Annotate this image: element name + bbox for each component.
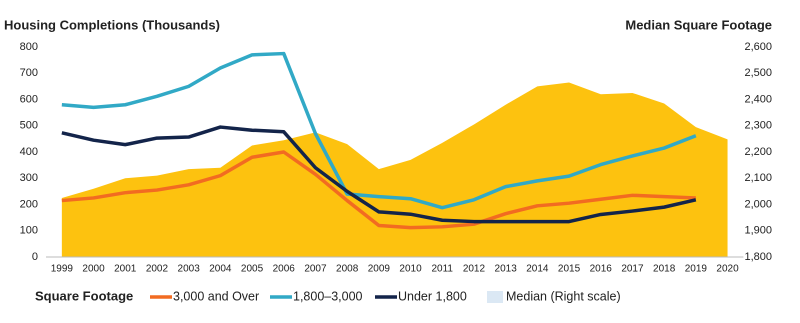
x-tick-label: 2009 xyxy=(368,264,391,275)
line xyxy=(61,51,697,210)
x-tick-label: 2016 xyxy=(590,264,613,275)
y-tick-label: 300 xyxy=(20,172,38,184)
x-tick-label: 2003 xyxy=(178,264,201,275)
y2-tick-label: 2,500 xyxy=(744,67,772,79)
x-tick-label: 2010 xyxy=(399,264,422,275)
legend-label: Median (Right scale) xyxy=(506,289,621,303)
x-tick-label: 2001 xyxy=(114,264,137,275)
y-tick-label: 700 xyxy=(20,67,38,79)
x-tick-label: 2019 xyxy=(685,264,708,275)
y-tick-label: 400 xyxy=(20,146,38,158)
x-tick-label: 2012 xyxy=(463,264,486,275)
y2-tick-label: 2,400 xyxy=(744,93,772,105)
x-tick-label: 2014 xyxy=(526,264,549,275)
legend-label: 1,800–3,000 xyxy=(293,289,363,303)
y-axis-title: Housing Completions (Thousands) xyxy=(4,17,220,32)
x-tick-label: 1999 xyxy=(51,264,74,275)
x-tick-label: 2000 xyxy=(82,264,105,275)
y-tick-label: 100 xyxy=(20,225,38,237)
x-tick-label: 2005 xyxy=(241,264,264,275)
area xyxy=(61,82,728,257)
x-tick-label: 2006 xyxy=(273,264,296,275)
y-tick-label: 200 xyxy=(20,198,38,210)
line xyxy=(61,125,697,224)
x-tick-label: 2020 xyxy=(716,264,739,275)
y-tick-label: 800 xyxy=(20,41,38,53)
y-tick-label: 500 xyxy=(20,120,38,132)
y2-tick-label: 2,200 xyxy=(744,146,772,158)
x-tick-label: 2002 xyxy=(146,264,169,275)
x-tick-label: 2008 xyxy=(336,264,359,275)
legend-swatch xyxy=(487,291,503,303)
line xyxy=(61,150,696,230)
y2-tick-label: 1,800 xyxy=(744,251,772,263)
y-tick-label: 0 xyxy=(32,251,38,263)
y2-tick-label: 2,100 xyxy=(744,172,772,184)
x-tick-label: 2015 xyxy=(558,264,581,275)
x-tick-label: 2017 xyxy=(621,264,644,275)
x-tick-label: 2007 xyxy=(304,264,327,275)
legend-title: Square Footage xyxy=(35,288,133,303)
legend-label: Under 1,800 xyxy=(398,289,467,303)
y2-tick-label: 1,900 xyxy=(744,225,772,237)
y2-tick-label: 2,600 xyxy=(744,41,772,53)
y2-axis-title: Median Square Footage xyxy=(625,17,772,32)
x-tick-label: 2004 xyxy=(209,264,232,275)
x-tick-label: 2011 xyxy=(431,264,453,275)
y-tick-label: 600 xyxy=(20,93,38,105)
legend-label: 3,000 and Over xyxy=(173,289,259,303)
y2-tick-label: 2,300 xyxy=(744,120,772,132)
x-tick-label: 2013 xyxy=(495,264,518,275)
y2-tick-label: 2,000 xyxy=(744,198,772,210)
x-tick-label: 2018 xyxy=(653,264,676,275)
